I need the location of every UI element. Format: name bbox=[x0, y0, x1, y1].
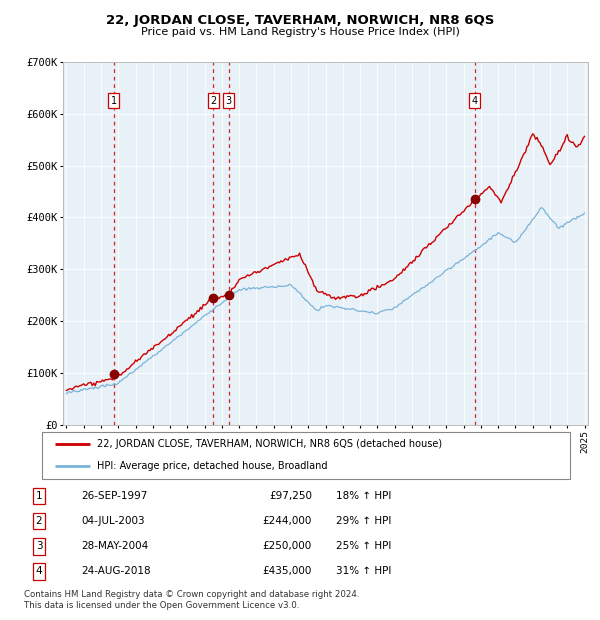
Text: 26-SEP-1997: 26-SEP-1997 bbox=[81, 491, 148, 501]
Text: 04-JUL-2003: 04-JUL-2003 bbox=[81, 516, 145, 526]
Text: 28-MAY-2004: 28-MAY-2004 bbox=[81, 541, 148, 551]
Text: 31% ↑ HPI: 31% ↑ HPI bbox=[336, 567, 391, 577]
FancyBboxPatch shape bbox=[42, 432, 570, 479]
Text: 22, JORDAN CLOSE, TAVERHAM, NORWICH, NR8 6QS (detached house): 22, JORDAN CLOSE, TAVERHAM, NORWICH, NR8… bbox=[97, 439, 443, 449]
Text: Price paid vs. HM Land Registry's House Price Index (HPI): Price paid vs. HM Land Registry's House … bbox=[140, 27, 460, 37]
Text: £435,000: £435,000 bbox=[263, 567, 312, 577]
Text: 22, JORDAN CLOSE, TAVERHAM, NORWICH, NR8 6QS: 22, JORDAN CLOSE, TAVERHAM, NORWICH, NR8… bbox=[106, 14, 494, 27]
Text: 1: 1 bbox=[35, 491, 43, 501]
Text: 25% ↑ HPI: 25% ↑ HPI bbox=[336, 541, 391, 551]
Text: £244,000: £244,000 bbox=[263, 516, 312, 526]
Text: 1: 1 bbox=[110, 96, 116, 106]
Text: 2: 2 bbox=[35, 516, 43, 526]
Text: 4: 4 bbox=[35, 567, 43, 577]
Text: 3: 3 bbox=[35, 541, 43, 551]
Text: 3: 3 bbox=[226, 96, 232, 106]
Text: Contains HM Land Registry data © Crown copyright and database right 2024.
This d: Contains HM Land Registry data © Crown c… bbox=[24, 590, 359, 609]
Text: 24-AUG-2018: 24-AUG-2018 bbox=[81, 567, 151, 577]
Text: 2: 2 bbox=[210, 96, 217, 106]
Text: 4: 4 bbox=[472, 96, 478, 106]
Text: £97,250: £97,250 bbox=[269, 491, 312, 501]
Text: 29% ↑ HPI: 29% ↑ HPI bbox=[336, 516, 391, 526]
Text: HPI: Average price, detached house, Broadland: HPI: Average price, detached house, Broa… bbox=[97, 461, 328, 471]
Text: 18% ↑ HPI: 18% ↑ HPI bbox=[336, 491, 391, 501]
Text: £250,000: £250,000 bbox=[263, 541, 312, 551]
